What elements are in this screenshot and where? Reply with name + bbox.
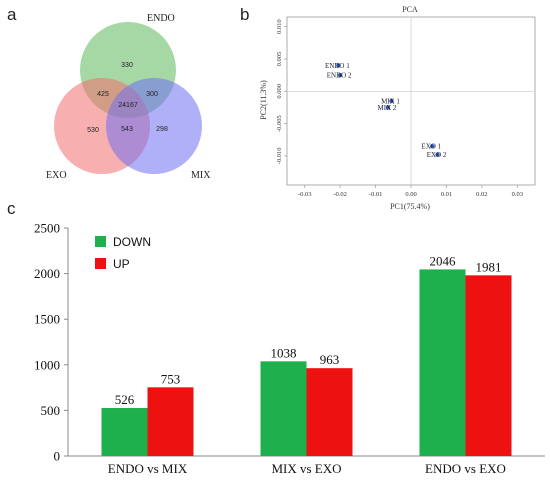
- pca-x-tick-label: -0.02: [333, 191, 347, 198]
- venn-diagram: ENDO EXO MIX 330 425 300 24167 530 543 2…: [46, 13, 211, 181]
- pca-point-label-mix-1: MIX 1: [381, 98, 400, 106]
- pca-point-label-endo-1: ENDO 1: [325, 62, 350, 70]
- bar-up-endo-vs-exo: [465, 275, 512, 456]
- pca-y-axis-label: PC2(11.3%): [259, 80, 268, 120]
- panel-letter-a: a: [7, 5, 17, 24]
- pca-x-tick-label: 0.01: [441, 191, 452, 198]
- bar-y-tick-label: 1000: [34, 357, 60, 372]
- bar-y-tick-label: 1500: [34, 312, 60, 327]
- pca-x-axis-label: PC1(75.4%): [390, 202, 430, 211]
- pca-point-mix-2: [385, 105, 391, 110]
- bar-x-tick-label-mix-vs-exo: MIX vs EXO: [271, 461, 341, 476]
- bar-x-tick-label-endo-vs-mix: ENDO vs MIX: [108, 461, 188, 476]
- pca-x-tick-label: 0.03: [512, 191, 523, 198]
- bar-up-mix-vs-exo: [306, 368, 353, 456]
- bar-down-mix-vs-exo: [260, 361, 307, 456]
- pca-point-exo-1: [430, 144, 435, 149]
- pca-y-tick-label: 0.000: [276, 84, 283, 99]
- pca-point-exo-2: [435, 152, 440, 157]
- pca-x-tick-label: 0.00: [405, 191, 416, 198]
- pca-x-tick-label: -0.01: [369, 191, 383, 198]
- legend-swatch-down: [95, 236, 106, 247]
- pca-x-ticks: -0.03 -0.02 -0.01 0.00 0.01 0.02 0.03: [298, 185, 523, 198]
- bar-down-endo-vs-exo: [419, 269, 466, 456]
- pca-x-tick-label: 0.02: [476, 191, 487, 198]
- venn-label-exo: EXO: [46, 170, 67, 181]
- pca-y-tick-label: -0.005: [276, 115, 283, 132]
- pca-title: PCA: [402, 5, 418, 14]
- pca-x-tick-label: -0.03: [298, 191, 312, 198]
- pca-point-label-exo-1: EXO 1: [421, 143, 441, 151]
- pca-point-endo-1: [336, 63, 341, 68]
- pca-y-tick-label: -0.010: [276, 148, 283, 165]
- venn-circle-mix: [106, 78, 202, 174]
- venn-label-mix: MIX: [191, 170, 211, 181]
- bar-up-endo-vs-mix: [147, 387, 194, 456]
- pca-point-label-mix-2: MIX 2: [378, 104, 397, 112]
- legend-swatch-up: [95, 258, 106, 269]
- pca-y-ticks: -0.010 -0.005 0.000 0.005 0.010: [276, 19, 287, 164]
- bar-down-endo-vs-mix: [101, 408, 148, 456]
- venn-count-endo-mix: 300: [146, 91, 158, 98]
- venn-count-mix-only: 298: [156, 126, 168, 133]
- bar-value-up-endo-vs-mix: 753: [161, 371, 181, 386]
- venn-label-endo: ENDO: [147, 13, 175, 24]
- bar-value-up-mix-vs-exo: 963: [320, 352, 340, 367]
- venn-count-exo-only: 530: [87, 127, 99, 134]
- legend-label-down: DOWN: [113, 235, 151, 249]
- bar-y-tick-label: 0: [54, 449, 61, 464]
- pca-y-tick-label: 0.005: [276, 52, 283, 67]
- venn-count-exo-mix: 543: [121, 126, 133, 133]
- panel-letter-b: b: [240, 5, 249, 24]
- pca-point-label-exo-2: EXO 2: [427, 151, 447, 159]
- pca-point-endo-2: [337, 72, 343, 78]
- bar-y-tick-label: 2000: [34, 266, 60, 281]
- venn-count-endo-only: 330: [121, 62, 133, 69]
- bar-legend: DOWN UP: [95, 235, 151, 271]
- pca-point-mix-1: [389, 98, 394, 104]
- venn-count-all-three: 24167: [118, 102, 138, 109]
- bar-x-tick-label-endo-vs-exo: ENDO vs EXO: [425, 461, 506, 476]
- pca-plot: PCA -0.03 -0.02 -0.01 0.00 0.01 0.02 0.03 -0.0…: [259, 5, 536, 211]
- bar-chart: 0 500 1000 1500 2000 2500 526 753 1038 963 2046 19…: [34, 221, 545, 476]
- bar-value-up-endo-vs-exo: 1981: [476, 259, 502, 274]
- bar-value-down-endo-vs-mix: 526: [115, 392, 135, 407]
- bar-value-down-mix-vs-exo: 1038: [271, 345, 297, 360]
- bar-y-tick-label: 2500: [34, 221, 60, 236]
- pca-point-label-endo-2: ENDO 2: [327, 72, 352, 80]
- bar-value-down-endo-vs-exo: 2046: [430, 253, 457, 268]
- bar-y-tick-label: 500: [41, 403, 61, 418]
- bar-y-ticks: 0 500 1000 1500 2000 2500: [34, 221, 68, 464]
- panel-letter-c: c: [7, 199, 16, 218]
- venn-count-endo-exo: 425: [97, 91, 109, 98]
- pca-y-tick-label: 0.010: [276, 19, 283, 34]
- bar-x-ticks: ENDO vs MIX MIX vs EXO ENDO vs EXO: [108, 461, 506, 476]
- bar-marks: 526 753 1038 963 2046 1981: [101, 253, 512, 456]
- legend-label-up: UP: [113, 257, 130, 271]
